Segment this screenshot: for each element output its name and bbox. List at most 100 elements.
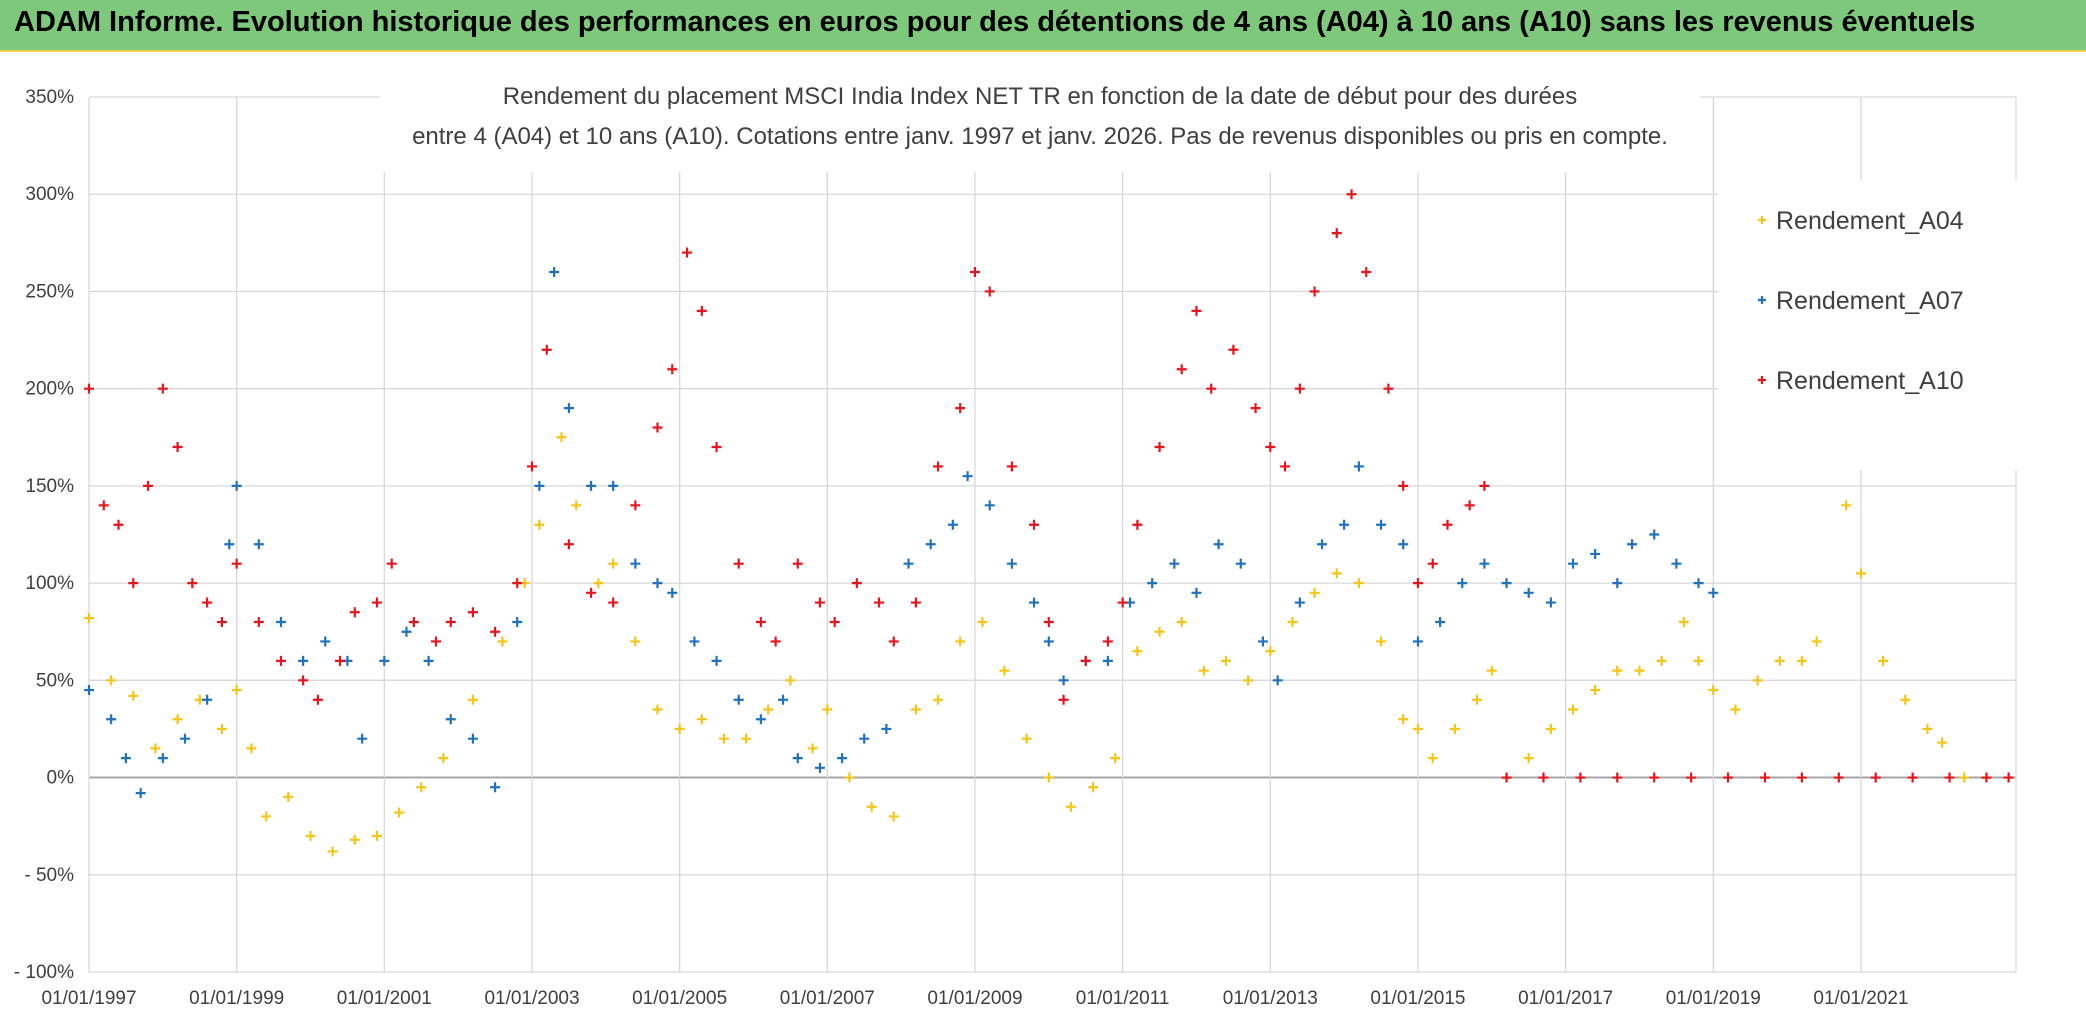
data-point [1457,578,1468,589]
data-point [1176,364,1187,375]
y-tick-label: 50% [36,670,74,691]
data-point [224,539,235,550]
data-point [1472,694,1483,705]
data-point [630,558,641,569]
data-point [689,636,700,647]
y-tick-label: - 50% [24,865,74,886]
x-tick-label: 01/01/1999 [189,988,284,1009]
data-point [792,753,803,764]
data-point [143,480,154,491]
data-point [1235,558,1246,569]
data-point [814,762,825,773]
y-tick-label: 350% [25,87,74,108]
data-point [231,558,242,569]
legend: Rendement_A04 Rendement_A07 Rendement_A10 [1718,180,2018,470]
data-point [1523,753,1534,764]
y-tick-label: 100% [25,573,74,594]
data-point [1435,617,1446,627]
data-point [1102,636,1113,647]
scatter-chart: - 100% - 50% 0% 50% 100% 150% 200% 250% 300% 350%… [0,52,2086,1031]
data-point [305,830,316,841]
data-point [261,811,272,822]
page-title: ADAM Informe. Evolution historique des p… [14,6,1976,38]
data-point [984,500,995,511]
data-point [1678,617,1689,627]
data-point [1612,772,1623,783]
data-point [490,626,501,637]
data-point [962,471,973,482]
data-point [84,383,94,394]
data-point [667,364,678,375]
series-rendement-a07 [84,267,1719,799]
data-point [1937,737,1948,748]
data-point [1006,558,1017,569]
data-point [593,578,604,589]
data-point [2003,772,2014,783]
x-tick-label: 01/01/2009 [927,988,1022,1009]
data-point [859,733,870,744]
data-point [357,733,368,744]
data-point [1568,558,1579,569]
data-point [1479,480,1490,491]
data-point [386,558,397,569]
legend-label: Rendement_A07 [1776,287,1964,315]
data-point [106,714,117,725]
data-point [1693,578,1704,589]
data-point [1398,714,1409,725]
data-point [335,655,346,666]
data-point [1855,568,1866,579]
data-point [1021,733,1032,744]
data-point [275,617,286,627]
x-tick-label: 01/01/2001 [337,988,432,1009]
data-point [1058,675,1069,686]
data-point [1058,694,1069,705]
data-point [955,403,966,414]
data-point [84,613,94,624]
data-point [755,714,766,725]
data-point [320,636,331,647]
data-point [1353,461,1364,472]
data-point [1649,529,1660,540]
data-point [1102,655,1113,666]
data-points [84,189,2014,857]
data-point [298,675,309,686]
data-point [1693,655,1704,666]
data-point [563,403,574,414]
data-point [1427,558,1438,569]
data-point [401,626,412,637]
data-point [1331,228,1342,239]
data-point [866,801,877,812]
data-point [120,753,131,764]
data-point [1191,587,1202,598]
x-tick-label: 01/01/2011 [1076,988,1170,1009]
y-tick-label: 0% [47,768,75,789]
data-point [1043,617,1054,627]
data-point [1833,772,1844,783]
chart-title-line-2: entre 4 (A04) et 10 ans (A10). Cotations… [412,123,1668,150]
data-point [563,539,574,550]
data-point [1612,578,1623,589]
data-point [113,519,124,530]
data-point [1634,665,1645,676]
data-point [733,694,744,705]
data-point [1376,636,1387,647]
data-point [947,519,958,530]
data-point [1088,782,1099,793]
data-point [925,539,936,550]
x-tick-label: 01/01/2013 [1223,988,1318,1009]
data-point [1900,694,1911,705]
data-point [179,733,190,744]
data-point [1228,344,1239,355]
data-point [955,636,966,647]
data-point [682,247,693,258]
data-point [711,655,722,666]
data-point [1316,539,1327,550]
data-point [1221,655,1231,666]
data-point [984,286,995,297]
axes: - 100% - 50% 0% 50% 100% 150% 200% 250% 300% 350%… [14,87,1909,1009]
data-point [1412,636,1423,647]
x-tick-label: 01/01/2007 [780,988,875,1009]
data-point [1287,617,1298,627]
data-point [312,694,323,705]
data-point [253,617,264,627]
